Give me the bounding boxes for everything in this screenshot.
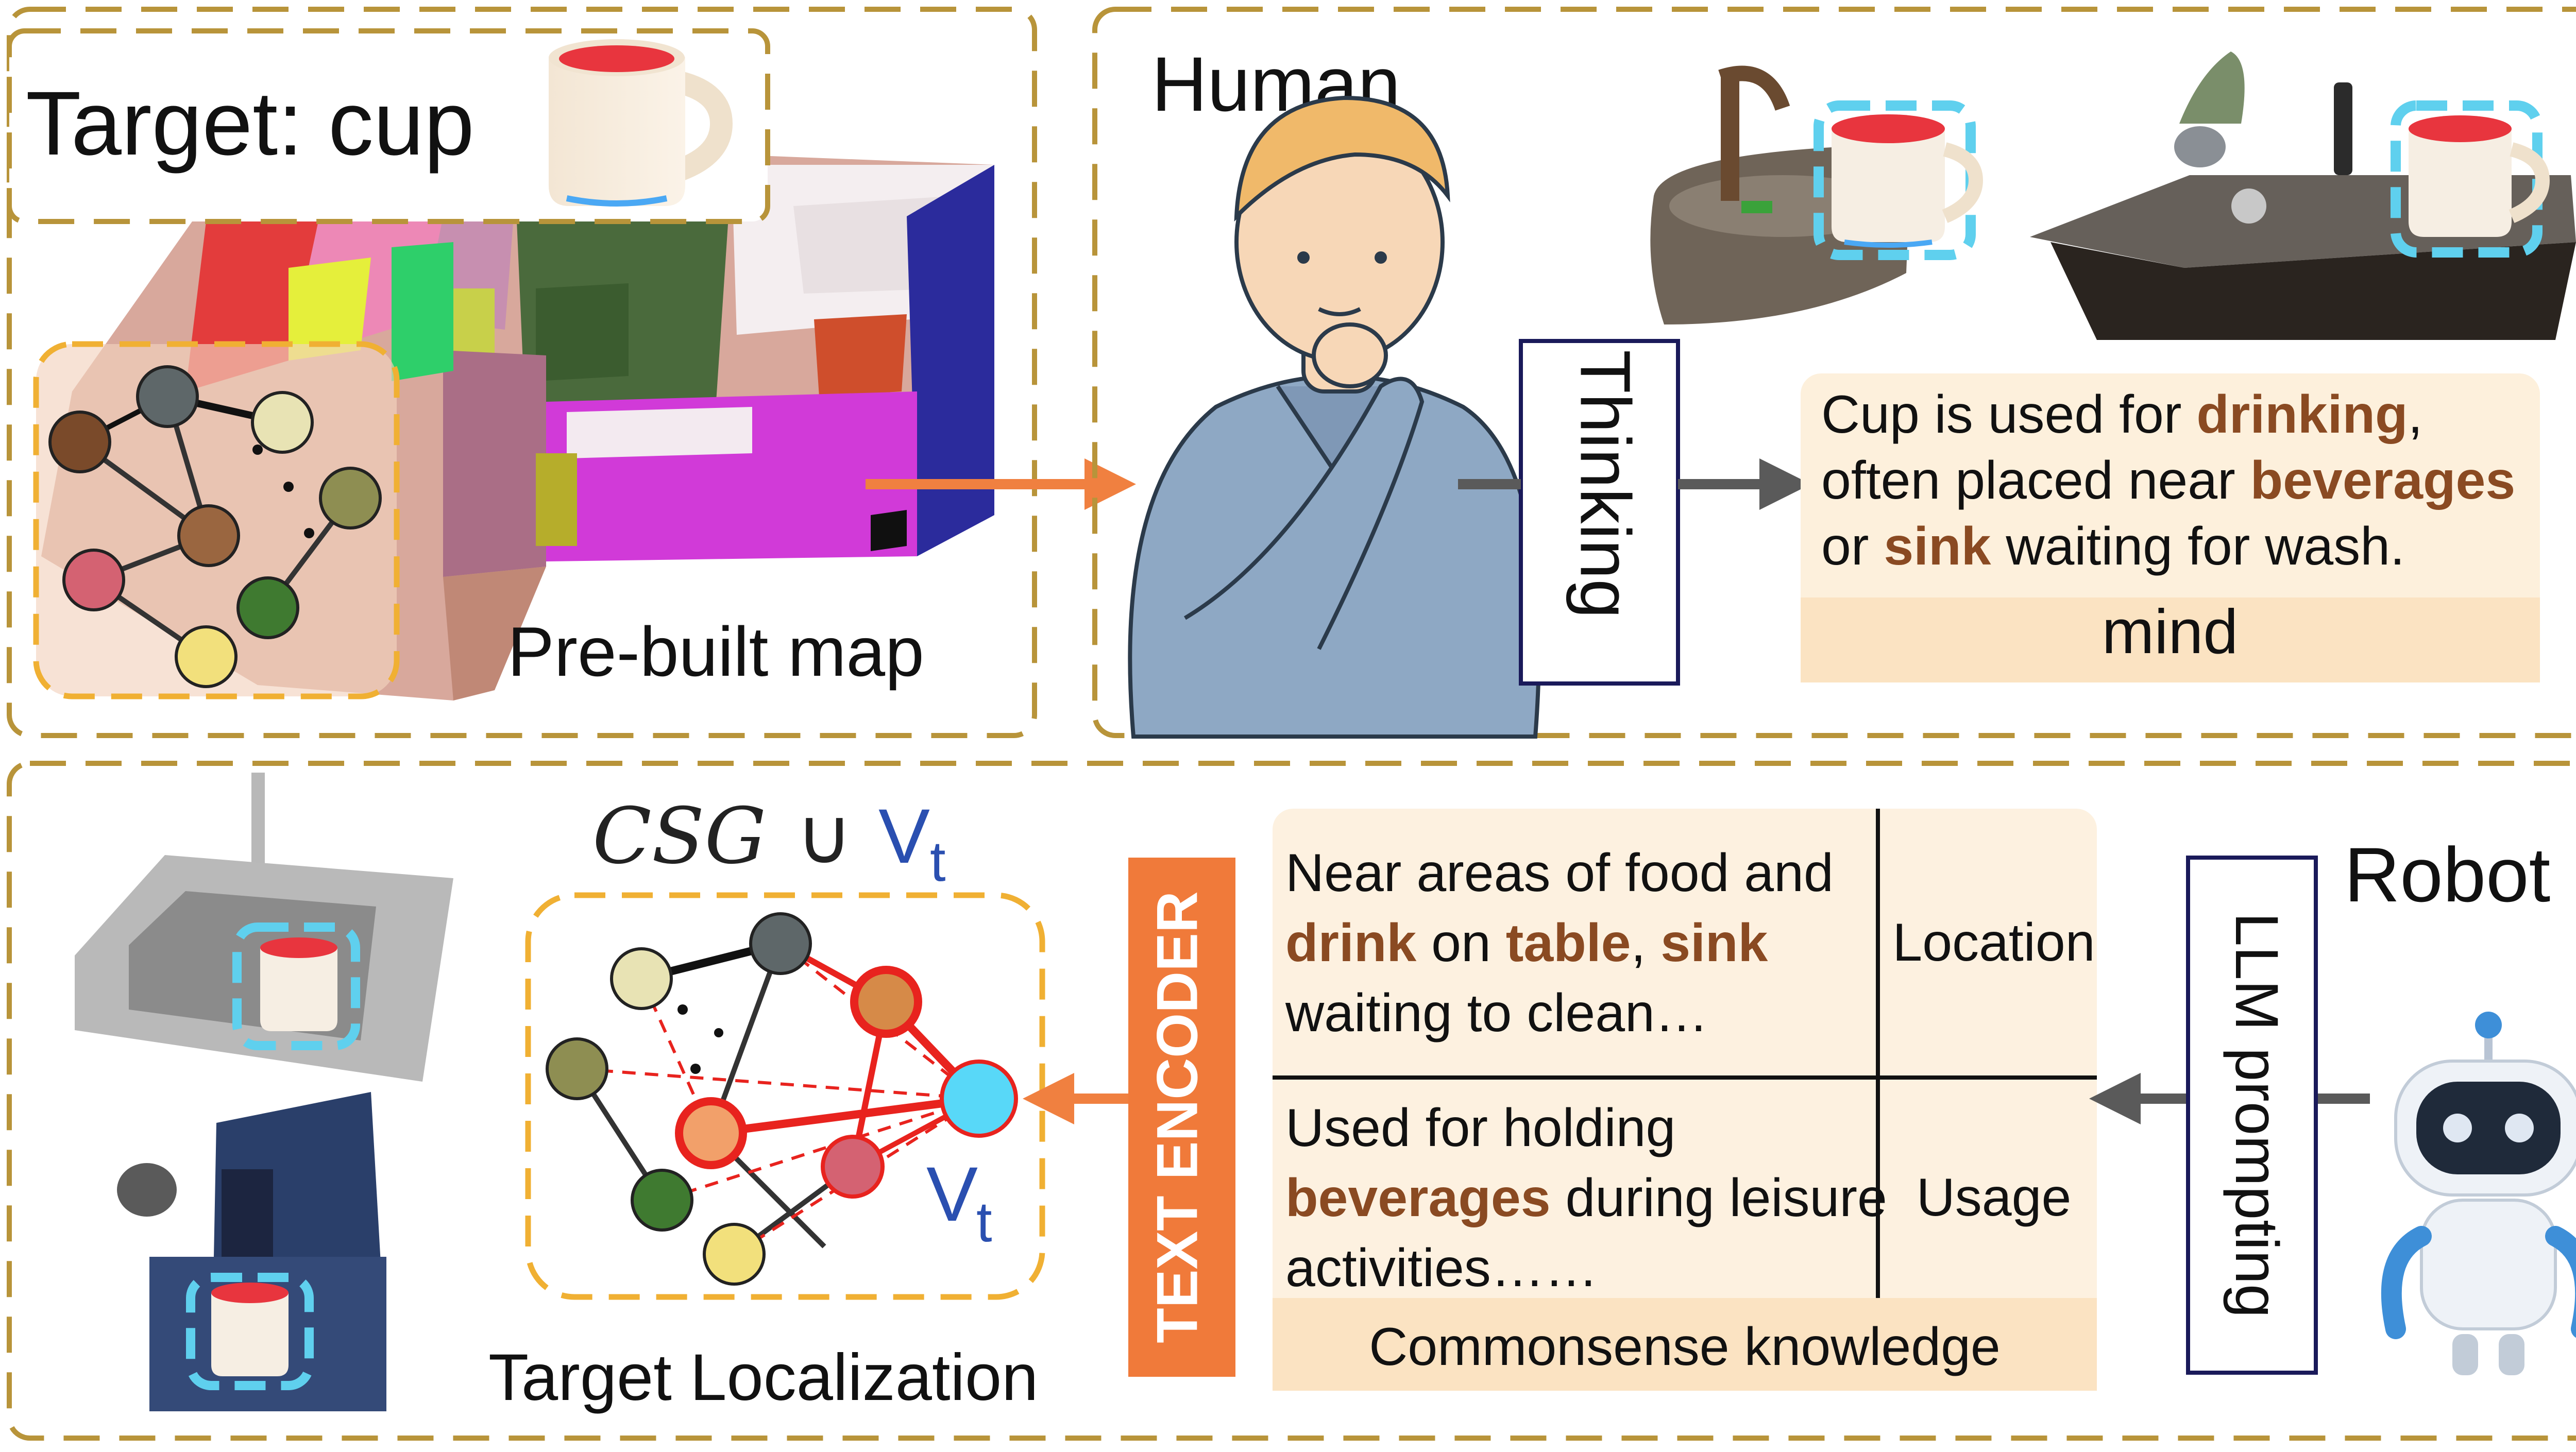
graph-sub: t [976, 1190, 992, 1254]
text-run: during leisure [1551, 1168, 1887, 1228]
thinking-label: Thinking [1566, 350, 1645, 619]
keyword: table [1506, 913, 1631, 973]
knowledge-location-text: Near areas of food and drink on table, si… [1285, 843, 1834, 1043]
text-run: , [2408, 385, 2423, 445]
panel-human-thinking: Human [1092, 7, 2576, 739]
sink-icon [1650, 65, 1984, 324]
counter-table-icon [2030, 52, 2576, 340]
knowledge-usage-label: Usage [1917, 1168, 2072, 1227]
map-caption: Pre-built map [507, 612, 924, 691]
formula-v: V [878, 793, 930, 879]
formula-union: ∪ [796, 793, 853, 879]
llm-label: LLM prompting [2223, 912, 2291, 1318]
mind-label: mind [2102, 596, 2238, 667]
formula-sub: t [930, 830, 946, 893]
keyword: sink [1884, 517, 1991, 576]
mind-text: Cup is used for drinking, often placed ne… [1821, 385, 2515, 576]
text-run: waiting for wash. [1991, 517, 2404, 576]
panel-prebuilt-map: Target: cup [7, 7, 1037, 738]
text-run: or [1821, 517, 1884, 576]
text-encoder-box [1128, 858, 1235, 1377]
llm-box [2186, 856, 2318, 1375]
text-run: on [1416, 913, 1505, 973]
formula-csg-union-vt: CSG ∪ V t [592, 792, 946, 893]
text-run: waiting to clean… [1285, 983, 1708, 1043]
target-label: Target: cup [26, 73, 474, 174]
coffee-machine-icon [117, 1092, 386, 1411]
text-run: Near areas of food and [1285, 843, 1834, 903]
robot-icon [2381, 1012, 2576, 1375]
keyword: sink [1660, 913, 1768, 973]
thinking-box [1519, 339, 1680, 686]
keyword: drinking [2196, 385, 2408, 445]
text-run: , [1631, 913, 1660, 973]
knowledge-caption: Commonsense knowledge [1369, 1317, 2001, 1377]
text-run: Used for holding [1285, 1098, 1675, 1158]
knowledge-footer [1273, 1298, 2097, 1391]
panel-localization: CSG ∪ V t [7, 761, 2576, 1441]
kitchen-sink-icon [75, 773, 453, 1082]
keyword: beverages [1285, 1168, 1551, 1228]
mind-footer [1801, 597, 2540, 682]
knowledge-location-label: Location [1892, 913, 2095, 972]
keyword: beverages [2250, 451, 2516, 510]
graph-v: V [926, 1151, 978, 1237]
text-run: Cup is used for [1821, 385, 2196, 445]
text-run: activities…… [1285, 1238, 1598, 1298]
knowledge-box [1273, 809, 2097, 1391]
cup-icon [549, 39, 733, 207]
localization-graph [546, 912, 1018, 1286]
human-illustration [1128, 95, 1541, 739]
knowledge-usage-text: Used for holding beverages during leisure… [1285, 1098, 1887, 1298]
formula-csg: CSG [592, 792, 766, 881]
localization-caption: Target Localization [488, 1341, 1038, 1414]
graph-icon [48, 365, 382, 688]
robot-label: Robot [2344, 831, 2550, 918]
text-run: often placed near [1821, 451, 2250, 510]
keyword: drink [1285, 913, 1416, 973]
text-encoder-label: TEXT ENCODER [1145, 891, 1210, 1343]
